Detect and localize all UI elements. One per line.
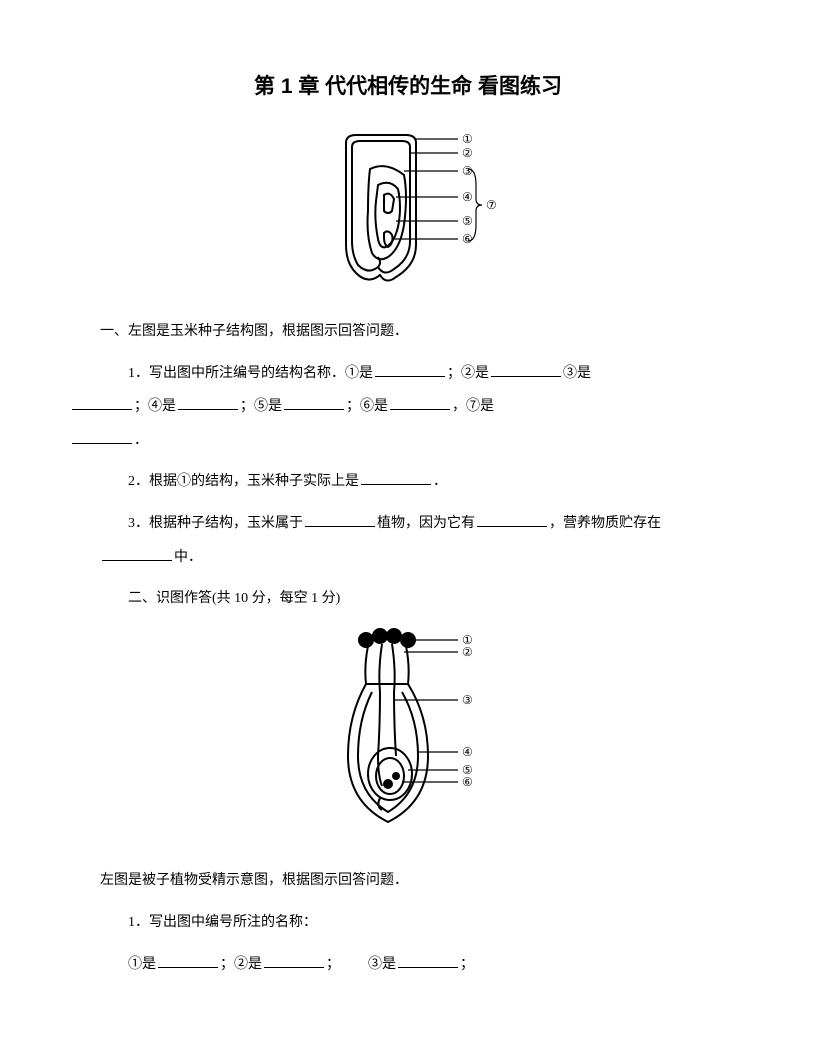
blank [102, 544, 172, 561]
s1-q1-a: 1．写出图中所注编号的结构名称．①是 [128, 366, 373, 381]
d1-label-6: ⑥ [462, 232, 473, 246]
blank [305, 510, 375, 527]
s1-q3: 3．根据种子结构，玉米属于 植物，因为它有 ，营养物质贮存在中． [100, 507, 716, 574]
s2-q1-d: ③是 [368, 957, 396, 972]
s1-q1-c: ③是 [563, 366, 591, 381]
fertilization-svg: ① ② ③ ④ ⑤ ⑥ [308, 626, 508, 836]
corn-seed-svg: ① ② ③ ④ ⑤ ⑥ ⑦ [308, 125, 508, 295]
s1-q2-b: ． [433, 474, 447, 489]
blank [390, 393, 450, 410]
blank [375, 360, 445, 377]
d1-label-3: ③ [462, 164, 473, 178]
s1-q1-f: ；⑥是 [346, 399, 388, 414]
s2-intro: 左图是被子植物受精示意图，根据图示回答问题． [100, 864, 716, 898]
d1-label-7: ⑦ [486, 198, 497, 212]
d1-label-2: ② [462, 146, 473, 160]
s1-q1-b: ；②是 [447, 366, 489, 381]
blank [158, 951, 218, 968]
s1-q1-d: ；④是 [134, 399, 176, 414]
diagram-corn-seed: ① ② ③ ④ ⑤ ⑥ ⑦ [100, 125, 716, 300]
s1-q2: 2．根据①的结构，玉米种子实际上是 ． [100, 465, 716, 499]
s1-q1: 1．写出图中所注编号的结构名称．①是 ；②是 ③是 ；④是 ；⑤是 ；⑥是 ，⑦是 ． [100, 357, 716, 458]
s2-q1: ①是 ；②是 ； ③是 ； [100, 948, 716, 982]
d2-label-3: ③ [462, 693, 473, 707]
page-title: 第 1 章 代代相传的生命 看图练习 [100, 70, 716, 100]
s2-heading: 二、识图作答(共 10 分，每空 1 分) [100, 582, 716, 616]
s1-q1-g: ，⑦是 [452, 399, 494, 414]
s1-q3-b: 植物，因为它有 [377, 516, 475, 531]
s1-q1-e: ；⑤是 [240, 399, 282, 414]
s2-q1-e: ； [460, 957, 474, 972]
blank [398, 951, 458, 968]
blank [477, 510, 547, 527]
s2-q1-b: ；②是 [220, 957, 262, 972]
diagram-fertilization: ① ② ③ ④ ⑤ ⑥ [100, 626, 716, 850]
d2-label-4: ④ [462, 745, 473, 759]
s1-intro: 一、左图是玉米种子结构图，根据图示回答问题． [100, 315, 716, 349]
blank [72, 393, 132, 410]
blank [491, 360, 561, 377]
d1-label-4: ④ [462, 190, 473, 204]
s1-q1-h: ． [134, 433, 148, 448]
d1-label-5: ⑤ [462, 214, 473, 228]
s2-q1-a: ①是 [128, 957, 156, 972]
blank [72, 427, 132, 444]
blank [264, 951, 324, 968]
s2-q1-c: ； [326, 957, 340, 972]
d2-label-2: ② [462, 645, 473, 659]
blank [284, 393, 344, 410]
s1-q3-a: 3．根据种子结构，玉米属于 [128, 516, 303, 531]
s1-q3-c: ，营养物质贮存在 [549, 516, 661, 531]
d1-label-1: ① [462, 132, 473, 146]
s2-q1-head: 1．写出图中编号所注的名称： [100, 906, 716, 940]
s1-q2-a: 2．根据①的结构，玉米种子实际上是 [128, 474, 359, 489]
s1-q3-d: 中． [174, 550, 202, 565]
blank [361, 469, 431, 486]
blank [178, 393, 238, 410]
d2-label-6: ⑥ [462, 775, 473, 789]
